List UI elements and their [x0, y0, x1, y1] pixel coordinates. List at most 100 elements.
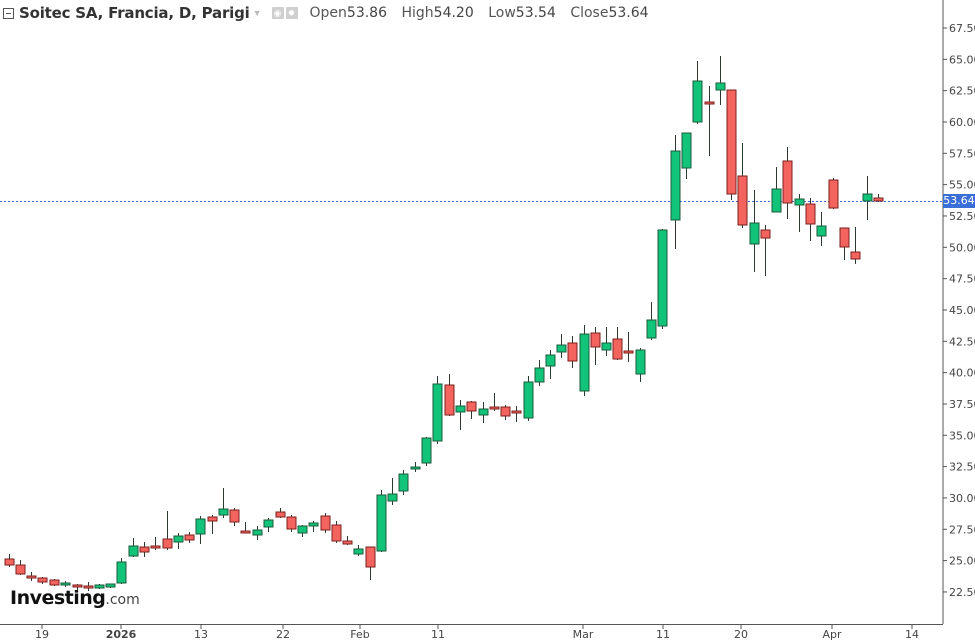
x-tick-label: 22 [276, 628, 290, 641]
y-tick-label: 55.00 [949, 179, 975, 192]
high-value: 54.20 [433, 5, 474, 21]
y-tick-label: 22.50 [949, 586, 975, 599]
close-label: Close [570, 5, 609, 21]
candle [37, 577, 48, 583]
x-tick-label: 11 [656, 628, 670, 641]
candle [782, 160, 793, 204]
candle [760, 229, 771, 239]
collapse-icon[interactable] [3, 7, 14, 19]
candle [331, 524, 342, 542]
candle [646, 319, 657, 339]
y-tick-label: 35.00 [949, 429, 975, 442]
chart-header: Soitec SA, Francia, D, Parigi ▼ ◉ ✹ Open… [0, 0, 659, 26]
candle [816, 225, 827, 237]
candle [83, 585, 94, 589]
candle [252, 529, 263, 536]
candle [60, 582, 71, 586]
dropdown-caret-icon[interactable]: ▼ [252, 8, 262, 18]
candle [444, 384, 455, 416]
candle [726, 89, 737, 195]
candle [489, 406, 500, 410]
candle [240, 530, 251, 534]
y-tick-label: 57.50 [949, 147, 975, 160]
candle [670, 150, 681, 221]
x-tick-label: Mar [573, 628, 594, 641]
candle [556, 344, 567, 353]
logo-suffix: .com [105, 592, 140, 608]
investing-logo: Investing.com [10, 587, 140, 609]
y-tick-label: 60.00 [949, 116, 975, 129]
candle [72, 584, 83, 588]
x-tick-label: 2026 [106, 628, 137, 641]
candle [704, 101, 715, 105]
candle [681, 132, 692, 169]
candle [398, 473, 409, 492]
candle [275, 511, 286, 518]
x-tick-label: 20 [734, 628, 748, 641]
candle [623, 350, 634, 354]
y-tick-label: 30.00 [949, 492, 975, 505]
candle [150, 545, 161, 549]
open-label: Open [309, 5, 347, 21]
candle [579, 333, 590, 392]
candle [421, 437, 432, 464]
candle [862, 193, 873, 202]
ohlc-values: Open53.86 High54.20 Low53.54 Close53.64 [310, 5, 659, 21]
candle [297, 525, 308, 534]
candle [794, 198, 805, 206]
logo-brand: Investing [10, 587, 106, 609]
candle [49, 579, 60, 586]
x-tick-label: 19 [35, 628, 49, 641]
candle [500, 406, 511, 417]
candle [850, 251, 861, 260]
candle [162, 538, 173, 549]
low-label: Low [488, 5, 516, 21]
candle [478, 408, 489, 416]
x-tick-label: Apr [822, 628, 842, 641]
candle [387, 493, 398, 502]
candle [737, 175, 748, 226]
close-value: 53.64 [608, 5, 649, 21]
x-tick-label: 14 [905, 628, 919, 641]
candle [466, 401, 477, 412]
candle [4, 558, 15, 566]
candle [455, 405, 466, 413]
candle [286, 516, 297, 530]
y-tick-label: 25.00 [949, 555, 975, 568]
candle [26, 575, 37, 579]
candle [657, 229, 668, 327]
candle [635, 349, 646, 375]
y-tick-label: 52.50 [949, 210, 975, 223]
candle [353, 548, 364, 555]
candle [365, 546, 376, 568]
open-value: 53.86 [346, 5, 388, 21]
y-tick-label: 67.50 [949, 22, 975, 35]
candle [749, 222, 760, 245]
y-tick-label: 32.50 [949, 461, 975, 474]
y-tick-label: 40.00 [949, 367, 975, 380]
y-tick-label: 42.50 [949, 335, 975, 348]
candle [320, 515, 331, 531]
candle [692, 80, 703, 123]
y-tick-label: 47.50 [949, 273, 975, 286]
candle [771, 188, 782, 213]
eye-icon[interactable]: ◉ [271, 7, 284, 19]
candle [523, 381, 534, 419]
candle [94, 584, 105, 589]
gear-icon[interactable]: ✹ [285, 7, 298, 19]
candle [545, 354, 556, 367]
x-tick-label: 13 [194, 628, 208, 641]
x-tick-label: 11 [431, 628, 445, 641]
candle [105, 583, 116, 588]
candle [534, 367, 545, 383]
candle [839, 227, 850, 248]
candle [15, 564, 26, 575]
candle [567, 342, 578, 362]
candle [218, 508, 229, 516]
candle [590, 332, 601, 348]
y-tick-label: 62.50 [949, 85, 975, 98]
instrument-title[interactable]: Soitec SA, Francia, D, Parigi [19, 4, 250, 22]
current-price-tag: 53.64 [943, 194, 975, 208]
y-tick-label: 45.00 [949, 304, 975, 317]
